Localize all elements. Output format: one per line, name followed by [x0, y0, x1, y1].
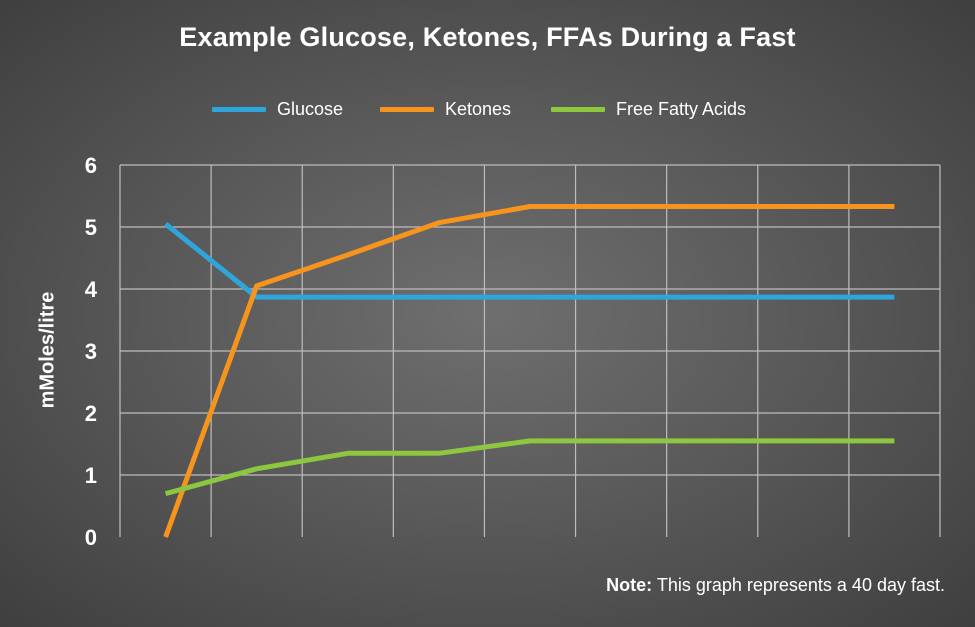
y-tick-label: 6	[85, 153, 97, 178]
legend-swatch-free-fatty-acids	[551, 106, 605, 112]
footnote-label: Note:	[606, 575, 653, 595]
y-tick-label: 2	[85, 401, 97, 426]
y-tick-label: 1	[85, 463, 97, 488]
series-line-free-fatty-acids	[164, 438, 895, 497]
y-tick-labels: 0 1 2 3 4 5 6	[85, 153, 98, 550]
legend-swatch-glucose	[212, 106, 266, 112]
y-tick-label: 0	[85, 525, 97, 550]
y-tick-label: 5	[85, 215, 97, 240]
grid	[119, 164, 941, 537]
y-tick-label: 3	[85, 339, 97, 364]
series-line-glucose	[164, 221, 895, 300]
footnote-text: This graph represents a 40 day fast.	[652, 575, 945, 595]
series-line-ketones	[163, 204, 895, 538]
legend-item-free-fatty-acids: Free Fatty Acids	[551, 94, 746, 124]
chart-legend: Glucose Ketones Free Fatty Acids	[0, 94, 975, 124]
legend-item-ketones: Ketones	[380, 94, 511, 124]
legend-label-ketones: Ketones	[445, 98, 512, 119]
y-tick-label: 4	[85, 277, 98, 302]
legend-label-free-fatty-acids: Free Fatty Acids	[616, 98, 747, 119]
chart-title: Example Glucose, Ketones, FFAs During a …	[179, 22, 796, 52]
legend-item-glucose: Glucose	[212, 94, 343, 124]
legend-label-glucose: Glucose	[277, 98, 344, 119]
legend-swatch-ketones	[380, 106, 434, 112]
footnote: Note: This graph represents a 40 day fas…	[606, 575, 945, 596]
